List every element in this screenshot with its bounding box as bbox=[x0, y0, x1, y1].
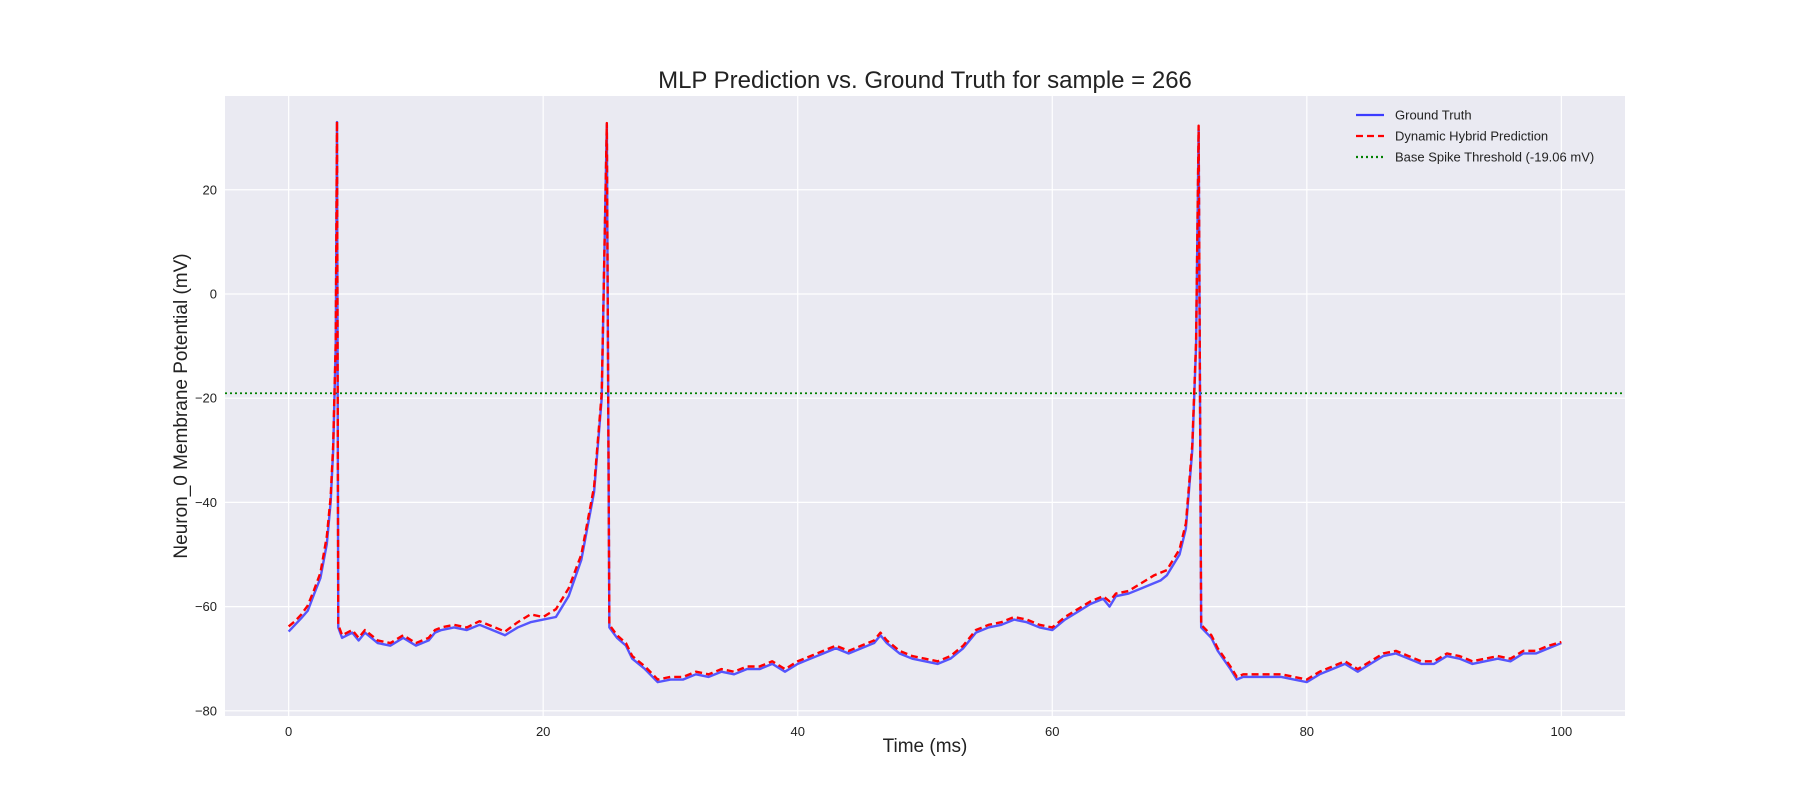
x-tick-label: 60 bbox=[1045, 724, 1059, 739]
tick-labels: 0 20 40 60 80 100 −80 −60 −40 −20 0 20 bbox=[195, 182, 1572, 739]
y-tick-label: −20 bbox=[195, 391, 217, 406]
y-tick-label: −40 bbox=[195, 495, 217, 510]
x-tick-label: 80 bbox=[1300, 724, 1314, 739]
legend: Ground Truth Dynamic Hybrid Prediction Bas… bbox=[1356, 108, 1594, 165]
plot-background bbox=[225, 96, 1625, 716]
series-dynamic-hybrid-prediction-line bbox=[287, 119, 1562, 681]
y-tick-label: 0 bbox=[210, 286, 217, 301]
legend-threshold-label: Base Spike Threshold (-19.06 mV) bbox=[1395, 150, 1594, 165]
legend-ground-truth-label: Ground Truth bbox=[1395, 108, 1472, 123]
x-axis-label: Time (ms) bbox=[883, 736, 968, 757]
y-axis-label: Neuron_0 Membrane Potential (mV) bbox=[171, 253, 192, 558]
x-tick-label: 100 bbox=[1551, 724, 1573, 739]
series-ground-truth-line bbox=[287, 120, 1562, 684]
y-tick-label: −80 bbox=[195, 703, 217, 718]
x-tick-label: 40 bbox=[790, 724, 804, 739]
chart-title: MLP Prediction vs. Ground Truth for samp… bbox=[658, 67, 1192, 94]
x-tick-label: 0 bbox=[285, 724, 292, 739]
legend-dynamic-hybrid-prediction-label: Dynamic Hybrid Prediction bbox=[1395, 129, 1548, 144]
series-layer bbox=[287, 119, 1562, 684]
y-tick-label: −60 bbox=[195, 599, 217, 614]
grid bbox=[225, 96, 1625, 716]
x-tick-label: 20 bbox=[536, 724, 550, 739]
y-tick-label: 20 bbox=[203, 182, 217, 197]
